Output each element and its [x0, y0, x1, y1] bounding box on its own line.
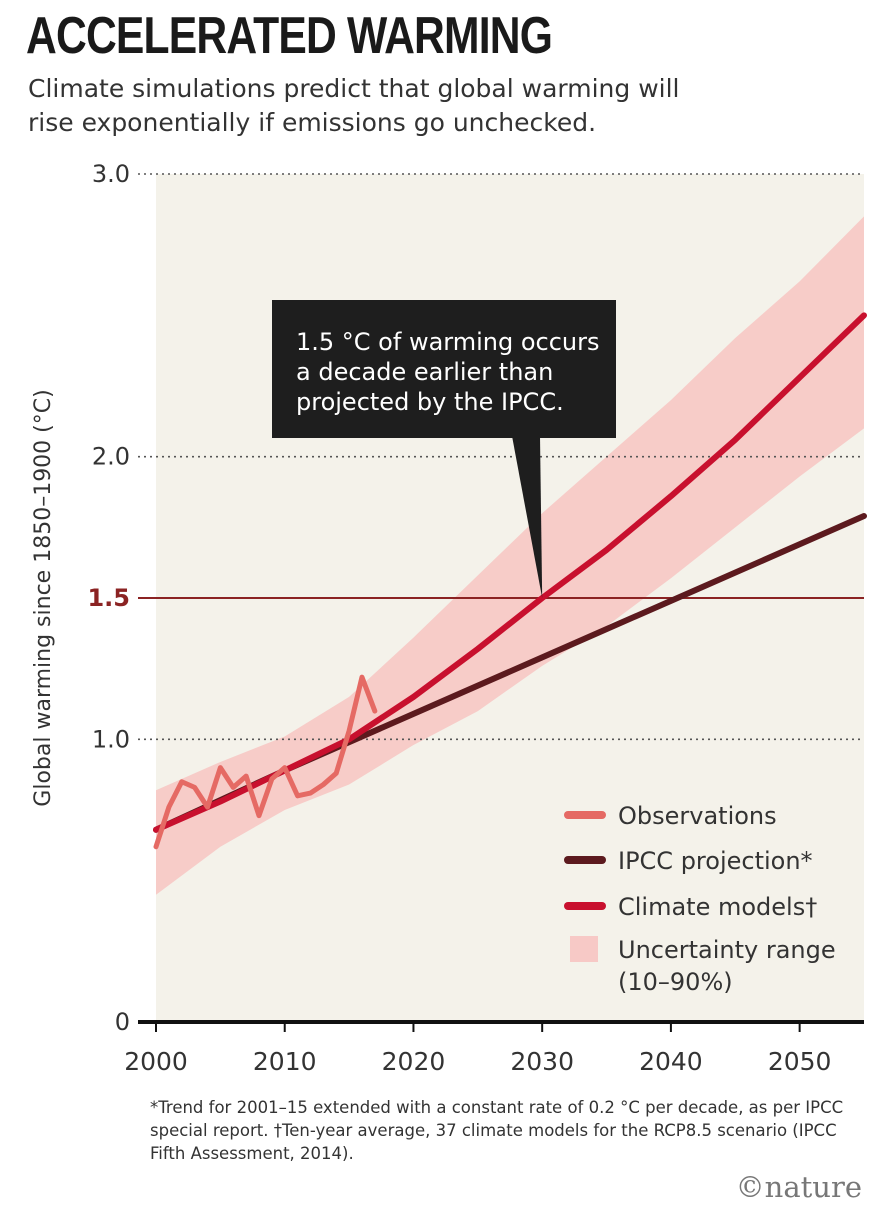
- uncertainty-band-layer: [156, 216, 864, 895]
- x-tick-label: 2000: [124, 1047, 188, 1076]
- chart-subtitle: Climate simulations predict that global …: [28, 74, 680, 137]
- legend-label-ipcc: IPCC projection*: [618, 847, 813, 875]
- series-lines: [153, 312, 867, 850]
- annotation-box: [272, 300, 616, 438]
- uncertainty-band: [156, 216, 864, 895]
- x-tick-label: 2040: [639, 1047, 703, 1076]
- y-tick-label: 3.0: [92, 160, 130, 188]
- gridlines: [138, 173, 864, 741]
- x-tick-label: 2030: [510, 1047, 574, 1076]
- annotation-text-line: 1.5 °C of warming occurs: [296, 328, 600, 356]
- chart-svg: 0 1.0 1.5 2.0 3.0 2000 2010 2020 2030 2040 2050 Glo…: [31, 160, 867, 1076]
- chart-title: ACCELERATED WARMING: [26, 7, 553, 65]
- y-axis-label: Global warming since 1850–1900 (°C): [31, 389, 56, 806]
- footnote: *Trend for 2001–15 extended with a const…: [150, 1098, 844, 1163]
- y-tick-label: 2.0: [92, 443, 130, 471]
- legend-swatch-uncertainty: [570, 936, 598, 962]
- annotation-text-line: a decade earlier than: [296, 358, 553, 386]
- axes: 0 1.0 1.5 2.0 3.0 2000 2010 2020 2030 2040 2050 Glo…: [31, 160, 864, 1076]
- y-tick-label: 0: [115, 1008, 130, 1036]
- legend: Observations IPCC projection* Climate mode…: [564, 802, 836, 996]
- x-tick-label: 2020: [382, 1047, 446, 1076]
- legend-label-models: Climate models†: [618, 893, 817, 921]
- legend-label-uncertainty-range: (10–90%): [618, 968, 733, 996]
- legend-label-observations: Observations: [618, 802, 777, 830]
- y-tick-label: 1.5: [87, 584, 130, 612]
- annotation-text-line: projected by the IPCC.: [296, 388, 564, 416]
- nature-credit: ©nature: [735, 1170, 862, 1204]
- y-tick-label: 1.0: [92, 725, 130, 753]
- annotation-pointer: [512, 436, 543, 598]
- legend-label-uncertainty: Uncertainty range: [618, 936, 836, 964]
- series-line-observations: [153, 674, 378, 850]
- x-tick-label: 2050: [768, 1047, 832, 1076]
- x-tick-label: 2010: [253, 1047, 317, 1076]
